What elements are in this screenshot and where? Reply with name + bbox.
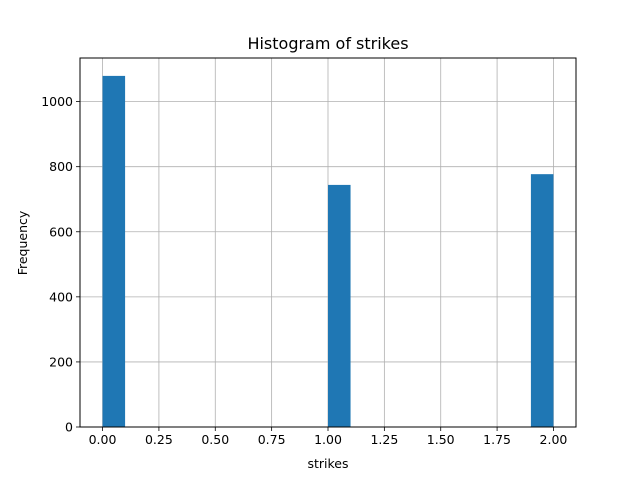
y-tick-label: 600	[49, 224, 73, 239]
x-axis-label: strikes	[307, 456, 348, 471]
x-tick-label: 0.75	[258, 432, 286, 447]
y-tick-label: 400	[49, 289, 73, 304]
x-tick-label: 0.00	[89, 432, 117, 447]
y-tick-label: 0	[65, 420, 73, 435]
x-tick-label: 2.00	[540, 432, 568, 447]
chart-title: Histogram of strikes	[247, 34, 408, 53]
y-tick-label: 1000	[41, 94, 73, 109]
histogram-bar	[102, 75, 126, 428]
y-axis-label: Frequency	[15, 210, 30, 275]
x-tick-label: 1.00	[314, 432, 342, 447]
y-tick-label: 800	[49, 159, 73, 174]
x-axis-ticks: 0.00 0.25 0.50 0.75 1.00 1.25 1.50 1.75 2.00	[89, 427, 568, 447]
y-axis-ticks: 0 200 400 600 800 1000	[41, 94, 80, 435]
x-tick-label: 0.50	[201, 432, 229, 447]
y-tick-label: 200	[49, 354, 73, 369]
histogram-bar	[530, 174, 554, 427]
x-tick-label: 1.50	[427, 432, 455, 447]
histogram-bars	[102, 75, 554, 428]
x-tick-label: 0.25	[145, 432, 173, 447]
x-tick-label: 1.25	[370, 432, 398, 447]
x-tick-label: 1.75	[483, 432, 511, 447]
histogram-bar	[328, 184, 351, 427]
